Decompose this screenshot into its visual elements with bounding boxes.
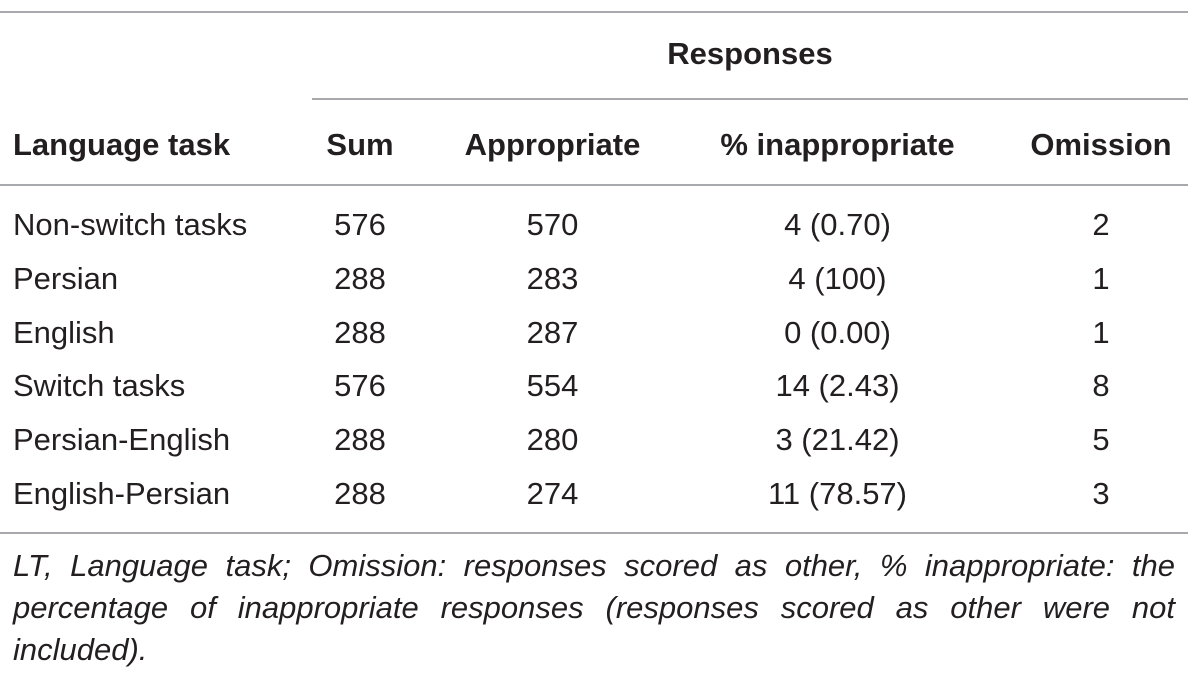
cell-percent-inappropriate: 4 (0.70) bbox=[784, 207, 891, 242]
cell-sum: 576 bbox=[334, 207, 386, 242]
cell-language-task: English-Persian bbox=[13, 476, 231, 511]
column-header-appropriate: Appropriate bbox=[464, 127, 641, 162]
cell-percent-inappropriate: 14 (2.43) bbox=[775, 368, 900, 403]
cell-sum: 576 bbox=[334, 368, 386, 403]
table-bottom-rule bbox=[0, 532, 1188, 534]
cell-language-task: Switch tasks bbox=[13, 368, 186, 403]
cell-appropriate: 554 bbox=[526, 368, 579, 403]
cell-omission: 5 bbox=[1092, 422, 1110, 457]
column-header-omission: Omission bbox=[1030, 127, 1172, 162]
cell-language-task: Non-switch tasks bbox=[13, 207, 248, 242]
cell-appropriate: 287 bbox=[526, 315, 579, 350]
cell-appropriate: 274 bbox=[526, 476, 579, 511]
cell-percent-inappropriate: 3 (21.42) bbox=[775, 422, 900, 457]
cell-sum: 288 bbox=[334, 315, 386, 350]
cell-omission: 1 bbox=[1092, 315, 1110, 350]
cell-sum: 288 bbox=[334, 422, 386, 457]
cell-percent-inappropriate: 0 (0.00) bbox=[784, 315, 891, 350]
cell-omission: 1 bbox=[1092, 261, 1110, 296]
table-footnote: LT, Language task; Omission: responses s… bbox=[13, 548, 1175, 667]
cell-omission: 3 bbox=[1092, 476, 1110, 511]
group-header-responses: Responses bbox=[667, 36, 833, 71]
column-header-language-task: Language task bbox=[13, 127, 231, 162]
cell-appropriate: 283 bbox=[526, 261, 579, 296]
cell-sum: 288 bbox=[334, 476, 386, 511]
column-header-percent-inappropriate: % inappropriate bbox=[720, 127, 955, 162]
table-top-rule bbox=[0, 11, 1188, 13]
cell-percent-inappropriate: 11 (78.57) bbox=[767, 476, 907, 511]
cell-language-task: English bbox=[13, 315, 115, 350]
cell-appropriate: 280 bbox=[526, 422, 579, 457]
cell-appropriate: 570 bbox=[526, 207, 579, 242]
cell-omission: 2 bbox=[1092, 207, 1110, 242]
column-header-sum: Sum bbox=[326, 127, 394, 162]
cell-language-task: Persian bbox=[13, 261, 119, 296]
cell-omission: 8 bbox=[1092, 368, 1110, 403]
header-bottom-rule bbox=[0, 184, 1188, 186]
cell-sum: 288 bbox=[334, 261, 386, 296]
cell-language-task: Persian-English bbox=[13, 422, 231, 457]
group-header-rule bbox=[312, 98, 1188, 100]
cell-percent-inappropriate: 4 (100) bbox=[788, 261, 887, 296]
